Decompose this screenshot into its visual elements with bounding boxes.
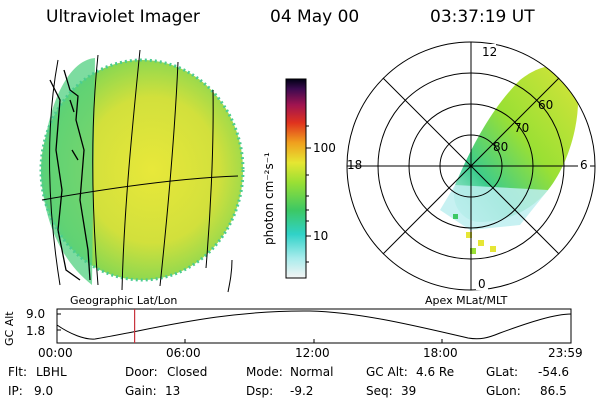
colorbar-tick-100: 100 [313, 141, 336, 155]
altitude-ytick-9: 9.0 [26, 307, 46, 321]
info-glat-value: -54.6 [538, 365, 570, 379]
mlat-label-60: 60 [538, 98, 554, 112]
altitude-curve [56, 310, 572, 340]
info-glat-label: GLat: [486, 365, 519, 379]
info-gain-value: 13 [165, 384, 181, 398]
polar-grid [346, 41, 596, 291]
mlt-label-12: 12 [482, 45, 498, 59]
auroral-oval-image [440, 65, 579, 254]
earth-disk-image [39, 58, 245, 285]
info-gain-label: Gain: [125, 384, 157, 398]
coastline-outline [49, 69, 91, 281]
instrument-title: Ultraviolet Imager [46, 7, 200, 27]
apex-caption: Apex MLat/MLT [425, 294, 508, 307]
mlt-label-0: 0 [478, 277, 486, 291]
info-ip-label: IP: [8, 384, 23, 398]
polar-label-0-bg [476, 276, 488, 290]
time-tick-2359: 23:59 [548, 346, 583, 360]
time-tick-0600: 06:00 [166, 346, 201, 360]
date-label: 04 May 00 [270, 7, 360, 27]
mlat-label-80: 80 [493, 140, 509, 154]
info-glon-value: 86.5 [540, 384, 567, 398]
polar-label-12-bg [480, 44, 496, 58]
info-door-label: Door: [125, 365, 158, 379]
info-mode-label: Mode: [246, 365, 283, 379]
colorbar-tick-10: 10 [313, 229, 329, 243]
time-tick-0000: 00:00 [38, 346, 73, 360]
info-dsp-value: -9.2 [290, 384, 314, 398]
geographic-grid [41, 49, 239, 293]
time-tick-1800: 18:00 [423, 346, 458, 360]
mlat-label-70: 70 [514, 121, 530, 135]
altitude-plot-frame [56, 308, 572, 344]
mlt-label-6: 6 [580, 158, 588, 172]
mlt-label-18: 18 [347, 158, 363, 172]
altitude-ytick-1-8: 1.8 [26, 324, 46, 338]
altitude-ylabel: GC Alt [3, 311, 16, 346]
polar-label-6-bg [578, 158, 590, 173]
geographic-caption: Geographic Lat/Lon [70, 294, 178, 307]
colorbar-unit-label: photon cm⁻²s⁻¹ [262, 152, 276, 245]
time-tick-1200: 12:00 [295, 346, 330, 360]
info-flt-value: LBHL [36, 365, 67, 379]
info-ip-value: 9.0 [34, 384, 54, 398]
info-dsp-label: Dsp: [246, 384, 274, 398]
time-label: 03:37:19 UT [430, 7, 535, 27]
colorbar [285, 78, 307, 279]
info-gcalt-label: GC Alt: [366, 365, 408, 379]
info-seq-value: 39 [401, 384, 417, 398]
info-glon-label: GLon: [486, 384, 521, 398]
info-flt-label: Flt: [8, 365, 27, 379]
info-door-value: Closed [167, 365, 208, 379]
info-gcalt-value: 4.6 Re [416, 365, 455, 379]
info-seq-label: Seq: [366, 384, 393, 398]
altitude-ticks [56, 313, 572, 343]
info-mode-value: Normal [290, 365, 334, 379]
colorbar-ticks [306, 125, 311, 263]
